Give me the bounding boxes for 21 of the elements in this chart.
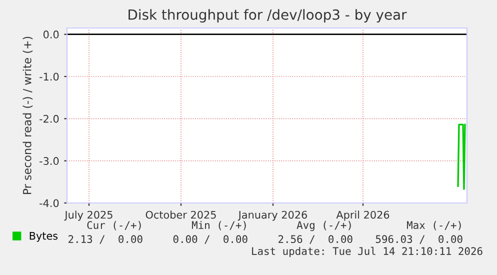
x-tick-label: October 2025 [146, 210, 216, 219]
x-tick-label: April 2026 [336, 210, 390, 221]
chart-title: Disk throughput for /dev/loop3 - by year [128, 9, 407, 23]
text: 0.00 / 0.00 [173, 235, 248, 244]
y-tick-label: 0.0 [43, 30, 59, 38]
text: Last update: Tue Jul 14 21:10:11 2026 [252, 246, 482, 258]
text: 2.13 / 0.00 [68, 235, 142, 244]
x-tick-label: January 2026 [238, 210, 307, 221]
text: Cur (-/+) [87, 221, 141, 230]
y-tick-label: -4.0 [40, 199, 59, 208]
text: 596.03 / 0.00 [376, 235, 462, 244]
text: Max (-/+) [406, 221, 461, 230]
y-tick-label: -2.0 [40, 114, 59, 123]
text: Avg (-/+) [296, 220, 351, 232]
x-tick-label: July 2025 [64, 210, 112, 221]
y-tick-label: -3.0 [40, 157, 59, 165]
legend-label: Bytes [30, 232, 58, 242]
text: 2.56 / 0.00 [278, 235, 352, 244]
y-axis-title: Pr second read (-) / write (+) [22, 36, 33, 194]
y-tick-label: -1.0 [40, 72, 59, 81]
text: Min (-/+) [192, 220, 246, 230]
